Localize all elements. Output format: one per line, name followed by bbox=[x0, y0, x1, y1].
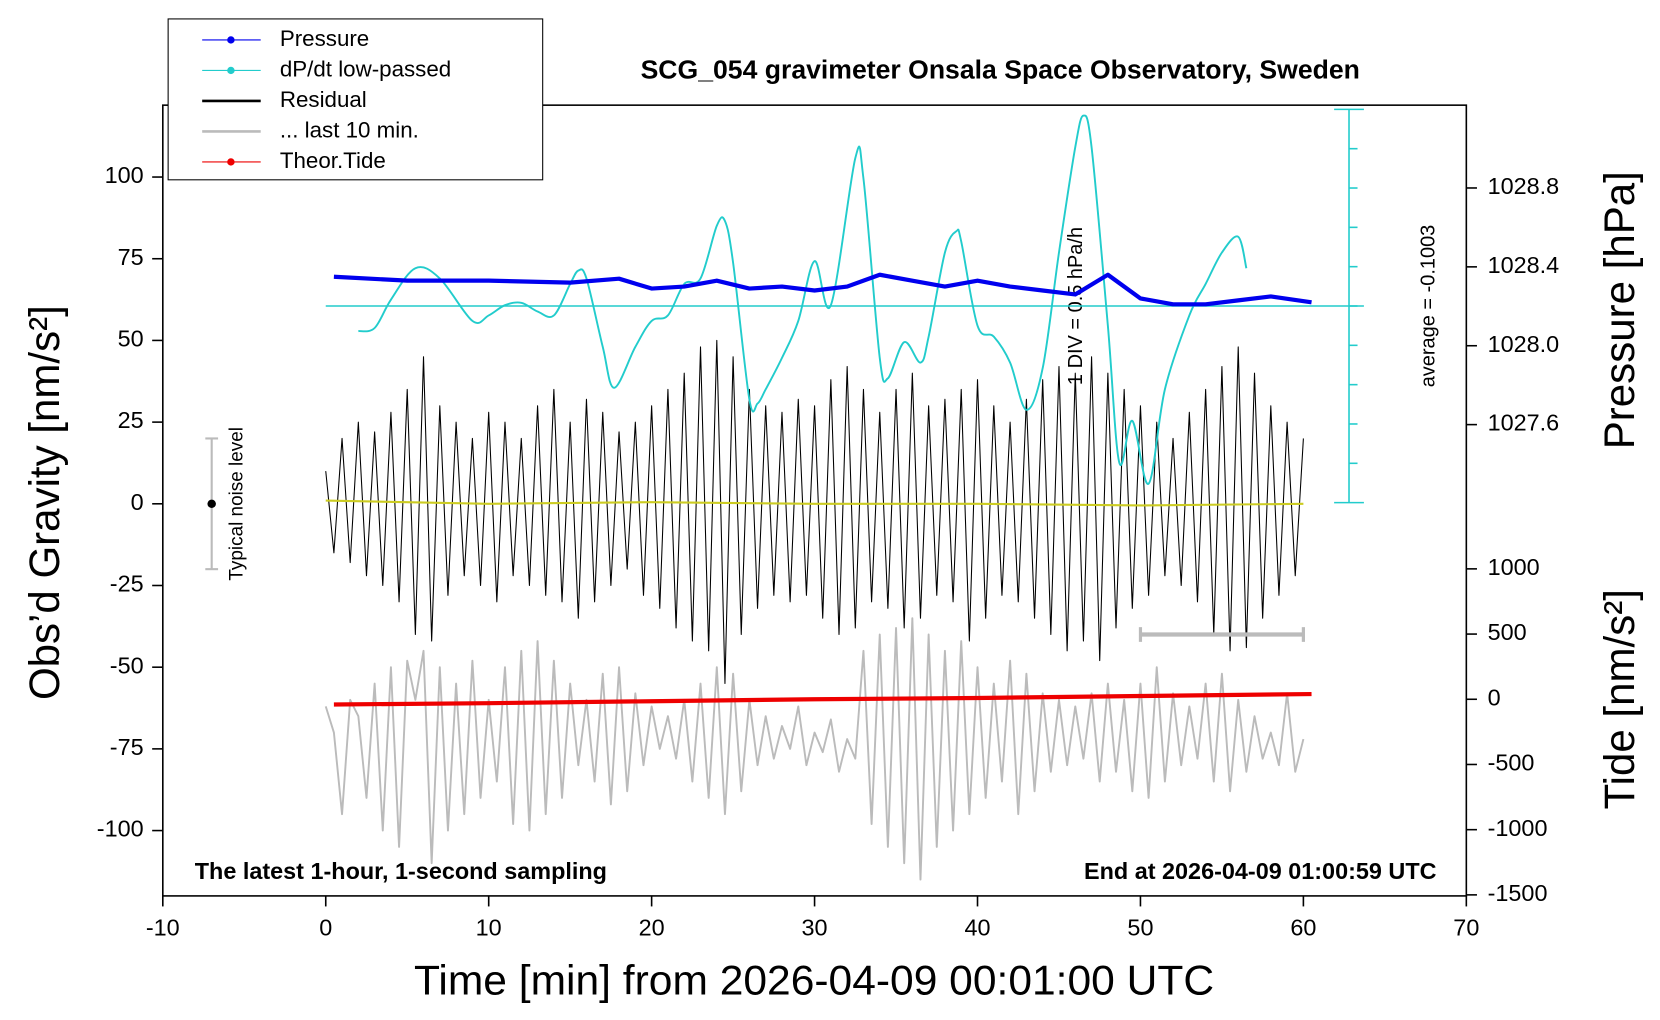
x-tick-label: 60 bbox=[1290, 915, 1316, 941]
noise-bar-label: Typical noise level bbox=[226, 427, 247, 581]
legend-label: dP/dt low-passed bbox=[280, 56, 451, 81]
y-tick-label: 75 bbox=[118, 244, 144, 270]
x-tick-label: 0 bbox=[319, 915, 332, 941]
tide-tick-label: 500 bbox=[1488, 619, 1527, 645]
x-tick-label: -10 bbox=[146, 915, 180, 941]
y-tick-label: -25 bbox=[110, 571, 144, 597]
series-line bbox=[325, 339, 1304, 685]
y-tick-label: 25 bbox=[118, 407, 144, 433]
legend-label: Pressure bbox=[280, 26, 369, 51]
pressure-tick-label: 1027.6 bbox=[1488, 410, 1560, 436]
legend-label: ... last 10 min. bbox=[280, 117, 419, 142]
tide-axis-label: Tide [nm/s²] bbox=[1596, 589, 1643, 809]
x-tick-label: 20 bbox=[639, 915, 665, 941]
x-tick-label: 30 bbox=[802, 915, 828, 941]
legend-marker bbox=[227, 36, 235, 44]
x-axis-label: Time [min] from 2026-04-09 00:01:00 UTC bbox=[414, 957, 1214, 1004]
dpdt-average-label: average = -0.1003 bbox=[1417, 225, 1439, 388]
y-tick-label: 0 bbox=[131, 489, 144, 515]
tide-tick-label: -1000 bbox=[1488, 815, 1548, 841]
x-tick-label: 10 bbox=[476, 915, 502, 941]
legend-label: Theor.Tide bbox=[280, 148, 386, 173]
x-tick-label: 50 bbox=[1127, 915, 1153, 941]
tide-tick-label: 0 bbox=[1488, 684, 1501, 710]
x-tick-label: 40 bbox=[964, 915, 990, 941]
x-tick-label: 70 bbox=[1453, 915, 1479, 941]
pressure-tick-label: 1028.0 bbox=[1488, 331, 1560, 357]
series-line bbox=[324, 617, 1305, 881]
legend-marker bbox=[227, 66, 235, 75]
y-tick-label: -75 bbox=[110, 734, 144, 760]
noise-bar-center bbox=[207, 499, 216, 509]
y-tick-label: 50 bbox=[118, 326, 144, 352]
tide-tick-label: -500 bbox=[1488, 750, 1535, 776]
chart-title: SCG_054 gravimeter Onsala Space Observat… bbox=[641, 55, 1360, 85]
pressure-axis-label: Pressure [hPa] bbox=[1596, 171, 1643, 449]
series-line bbox=[333, 272, 1312, 307]
y-tick-label: -50 bbox=[110, 652, 144, 678]
pressure-tick-label: 1028.8 bbox=[1488, 173, 1560, 199]
annotation: The latest 1-hour, 1-second sampling bbox=[195, 858, 607, 884]
annotation: End at 2026-04-09 01:00:59 UTC bbox=[1084, 858, 1437, 884]
series-line bbox=[358, 114, 1248, 485]
y-axis-label: Obs’d Gravity [nm/s²] bbox=[21, 305, 68, 700]
y-tick-label: -100 bbox=[97, 816, 144, 842]
tide-tick-label: 1000 bbox=[1488, 554, 1540, 580]
legend-label: Residual bbox=[280, 87, 367, 112]
tide-tick-label: -1500 bbox=[1488, 880, 1548, 906]
legend-marker bbox=[227, 158, 235, 166]
series-line bbox=[333, 691, 1312, 707]
series-line bbox=[325, 499, 1304, 507]
pressure-tick-label: 1028.4 bbox=[1488, 252, 1560, 278]
y-tick-label: 100 bbox=[105, 162, 144, 188]
legend-box bbox=[167, 18, 544, 181]
